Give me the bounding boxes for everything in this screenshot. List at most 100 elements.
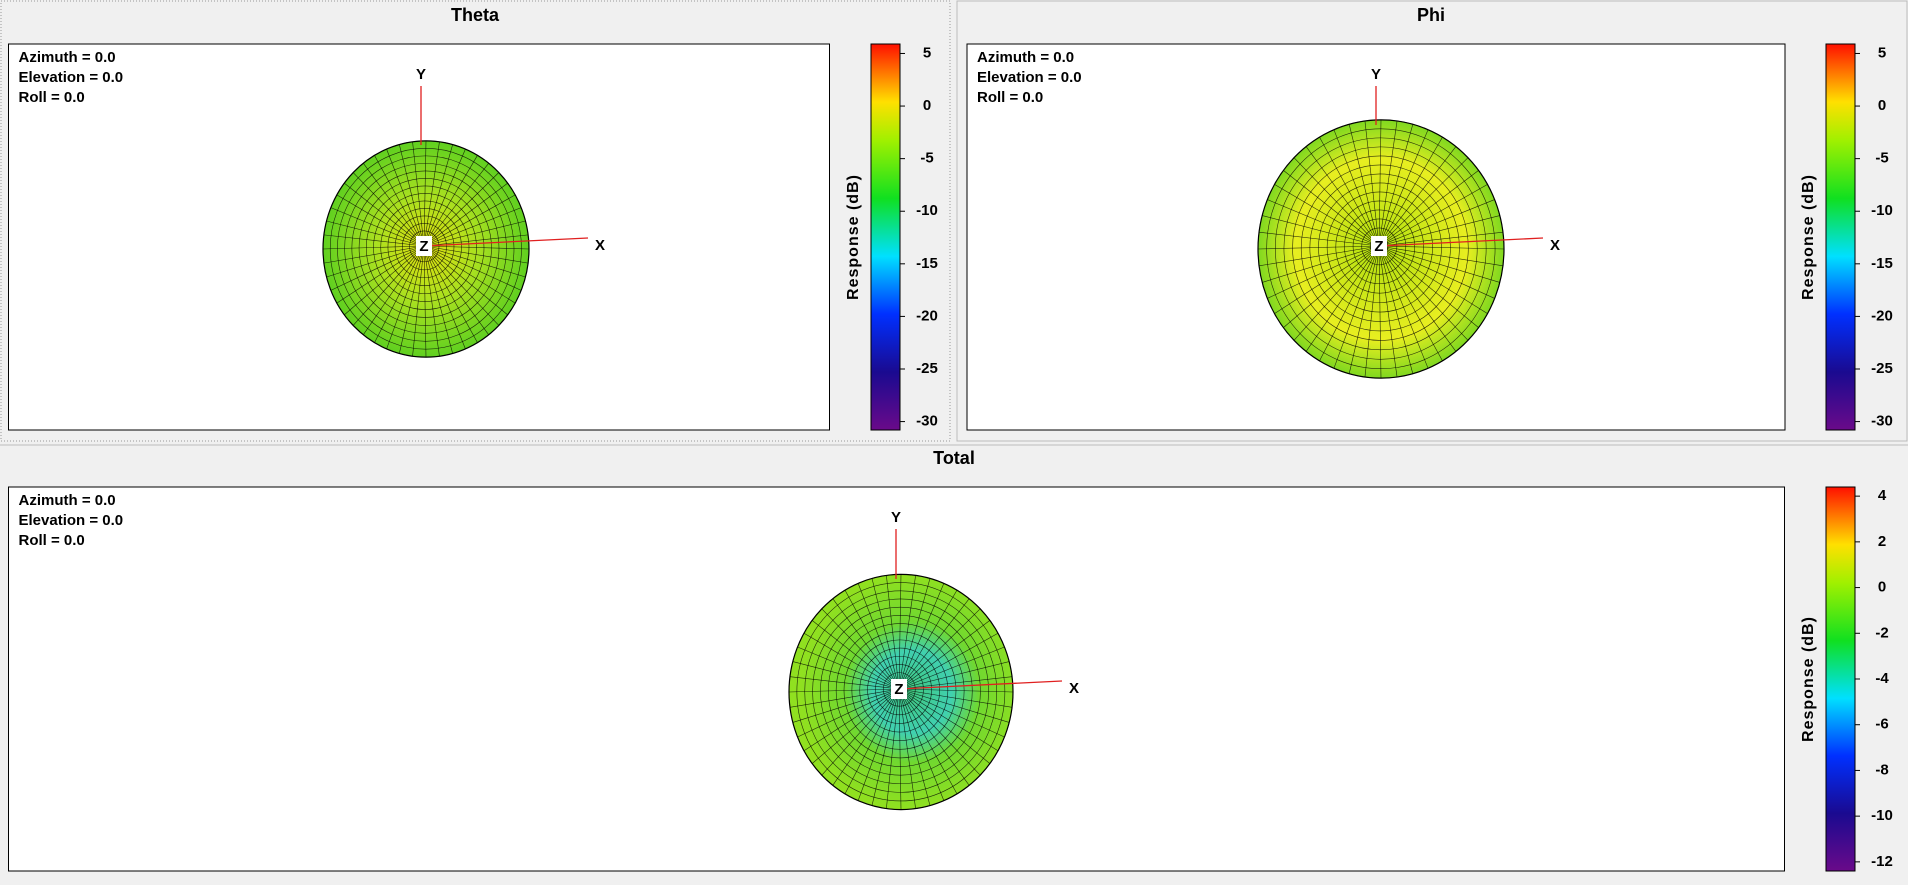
mesh-spoke (898, 583, 945, 690)
colorbar-tick-label: -15 (916, 255, 938, 272)
colorbar-label: Response (dB) (845, 174, 862, 300)
mesh-spoke (423, 245, 526, 278)
axis-origin (891, 679, 907, 699)
mesh-spoke (1283, 245, 1380, 328)
view-info: Roll = 0.0 (19, 532, 85, 549)
mesh-spoke (1319, 137, 1380, 247)
colorbar-label: Response (dB) (1800, 174, 1817, 300)
mesh-spoke (423, 245, 453, 354)
colorbar-tick-label: -20 (1871, 307, 1893, 324)
mesh-spoke (898, 632, 999, 690)
axis-line (423, 237, 589, 247)
mesh-spoke (898, 575, 916, 690)
axis-label: Y (1371, 66, 1381, 83)
mesh-spoke (898, 578, 931, 690)
mesh-spoke (898, 688, 1005, 738)
mesh-spoke (330, 245, 425, 291)
mesh-spoke (330, 207, 425, 247)
colorbar-tick-label: 0 (1878, 579, 1886, 596)
mesh-spoke (1378, 245, 1495, 299)
mesh-spoke (797, 688, 900, 738)
axis-origin (416, 236, 432, 256)
colorbar-tick-label: -5 (920, 150, 933, 167)
mesh-spoke (326, 245, 425, 278)
mesh-spoke (1319, 245, 1380, 361)
mesh-spoke (1262, 215, 1380, 247)
axis-label: Y (891, 509, 901, 526)
mesh-spoke (412, 141, 425, 247)
mesh-spoke (1378, 146, 1457, 247)
mesh-spoke (326, 220, 425, 247)
mesh-spoke (898, 620, 991, 690)
colorbar-tick-label: -6 (1875, 716, 1888, 733)
axis-label: X (1550, 237, 1560, 254)
mesh-spoke (898, 688, 902, 810)
mesh-spoke (412, 245, 425, 357)
colorbar-tick-label: 5 (1878, 44, 1886, 61)
mesh-spoke (898, 688, 916, 809)
mesh-spoke (374, 245, 425, 343)
mesh-spoke (423, 245, 427, 358)
mesh-spoke (1378, 215, 1500, 247)
mesh-spoke (898, 688, 1010, 723)
mesh-spoke (1364, 120, 1380, 247)
mesh-spoke (898, 608, 981, 690)
panel-title: Theta (451, 5, 500, 25)
colorbar-tick-label: 4 (1878, 487, 1887, 504)
mesh-spoke (886, 688, 900, 809)
mesh-spoke (789, 688, 900, 708)
mesh-spoke (423, 245, 466, 350)
mesh-spoke (1378, 245, 1443, 361)
mesh-spoke (423, 245, 522, 291)
mesh-spoke (1378, 170, 1479, 247)
mesh-spoke (789, 676, 900, 690)
mesh-spoke (898, 661, 1010, 690)
mesh-spoke (363, 163, 425, 247)
mesh-spoke (423, 155, 478, 247)
mesh-spoke (1333, 129, 1380, 247)
mesh-spoke (423, 220, 526, 247)
mesh-spoke (857, 583, 900, 690)
mesh-spoke (352, 172, 425, 247)
mesh-spoke (792, 661, 900, 690)
mesh-spoke (898, 688, 999, 752)
mesh-spoke (374, 155, 425, 247)
mesh-spoke (1378, 231, 1503, 247)
mesh-spoke (1305, 146, 1380, 247)
view-info: Azimuth = 0.0 (977, 49, 1074, 66)
mesh-spoke (423, 245, 530, 250)
colorbar-tick-label: -20 (916, 307, 938, 324)
mesh-spoke (1378, 245, 1398, 378)
view-info: Roll = 0.0 (977, 89, 1043, 106)
mesh-spoke (1364, 245, 1380, 378)
mesh-spoke (1378, 245, 1479, 328)
mesh-spoke (1293, 157, 1380, 247)
mesh-spoke (1378, 245, 1457, 352)
colorbar (1825, 486, 1856, 872)
axis-line (898, 680, 1063, 690)
panel-frame (956, 0, 1908, 442)
mesh-spoke (423, 141, 440, 247)
colorbar-tick-label: -4 (1875, 670, 1889, 687)
mesh-spoke (898, 598, 970, 690)
mesh-spoke (323, 234, 425, 247)
mesh-spoke (322, 245, 425, 250)
mesh-spoke (1378, 124, 1414, 247)
view-info: Elevation = 0.0 (19, 512, 124, 529)
mesh-spoke (399, 144, 425, 247)
mesh-spoke (1378, 119, 1382, 247)
colorbar-label: Response (dB) (1800, 616, 1817, 742)
mesh-spoke (423, 140, 427, 247)
view-info: Elevation = 0.0 (977, 69, 1082, 86)
mesh-spoke (352, 245, 425, 326)
mesh-spoke (423, 148, 466, 247)
axis-label: X (1069, 680, 1079, 697)
mesh-spoke (423, 245, 489, 335)
mesh-spoke (898, 590, 958, 690)
mesh-spoke (898, 688, 945, 801)
mesh-spoke (1378, 120, 1398, 247)
colorbar-tick-label: -10 (1871, 807, 1893, 824)
mesh-spoke (344, 182, 425, 247)
mesh-spoke (898, 688, 1013, 708)
colorbar (870, 43, 901, 431)
